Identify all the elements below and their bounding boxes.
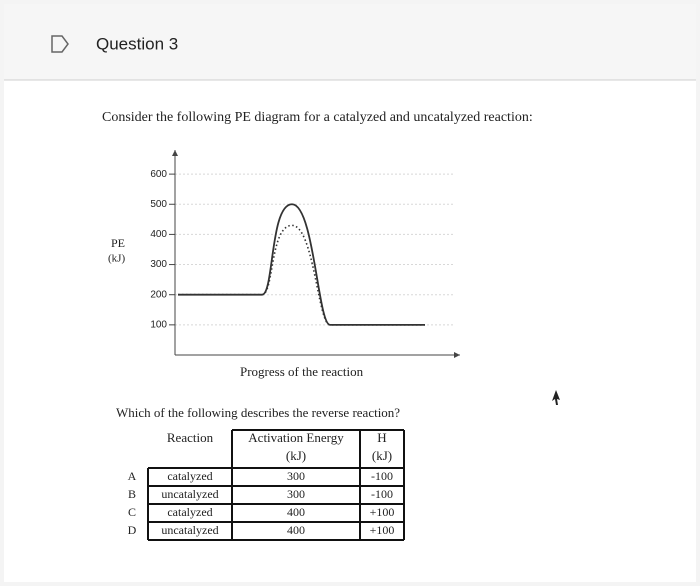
table-cell: 400 [287, 505, 305, 519]
table-header: Reaction [167, 430, 214, 445]
y-axis-label: PE [111, 236, 125, 250]
table-cell: uncatalyzed [161, 523, 218, 537]
question: Which of the following describes the rev… [116, 405, 400, 420]
y-tick-label: 400 [150, 229, 167, 240]
table-header: H [377, 430, 386, 445]
table-cell: -100 [371, 469, 393, 483]
y-axis-label: (kJ) [108, 253, 125, 265]
y-tick-label: 100 [150, 319, 167, 330]
table-cell: catalyzed [167, 505, 212, 519]
y-tick-label: 200 [150, 289, 167, 300]
uncatalyzed-curve [178, 203, 425, 326]
table-cell: +100 [370, 505, 395, 519]
table-header: (kJ) [372, 448, 392, 463]
pe-diagram: 100 200 300 400 500 600 [150, 150, 460, 358]
row-letter: A [128, 469, 137, 483]
prompt: Consider the following PE diagram for a … [102, 110, 533, 125]
y-tick-label: 300 [150, 259, 167, 270]
table-cell: uncatalyzed [161, 487, 218, 501]
x-axis-label: Progress of the reaction [240, 364, 364, 379]
table-cell: 300 [287, 469, 305, 483]
table-header: Activation Energy [248, 430, 344, 445]
catalyzed-curve [178, 224, 425, 326]
table-cell: +100 [370, 523, 395, 537]
card [4, 4, 696, 582]
row-letter: C [128, 505, 136, 519]
table-cell: 300 [287, 487, 305, 501]
x-axis-arrow [454, 352, 460, 358]
table-cell: catalyzed [167, 469, 212, 483]
answer-table: Reaction Activation Energy (kJ) H (kJ) A catal… [128, 429, 405, 541]
row-letter: D [128, 523, 137, 537]
bookmark-icon[interactable] [51, 35, 69, 53]
table-header: (kJ) [286, 448, 306, 463]
y-tick-label: 500 [150, 199, 167, 210]
table-cell: 400 [287, 523, 305, 537]
table-cell: -100 [371, 487, 393, 501]
cursor [552, 390, 560, 405]
question-title: Question 3 [96, 34, 178, 53]
y-axis-arrow [172, 150, 178, 156]
header-bar [4, 4, 696, 80]
row-letter: B [128, 487, 136, 501]
y-tick-label: 600 [150, 169, 167, 180]
